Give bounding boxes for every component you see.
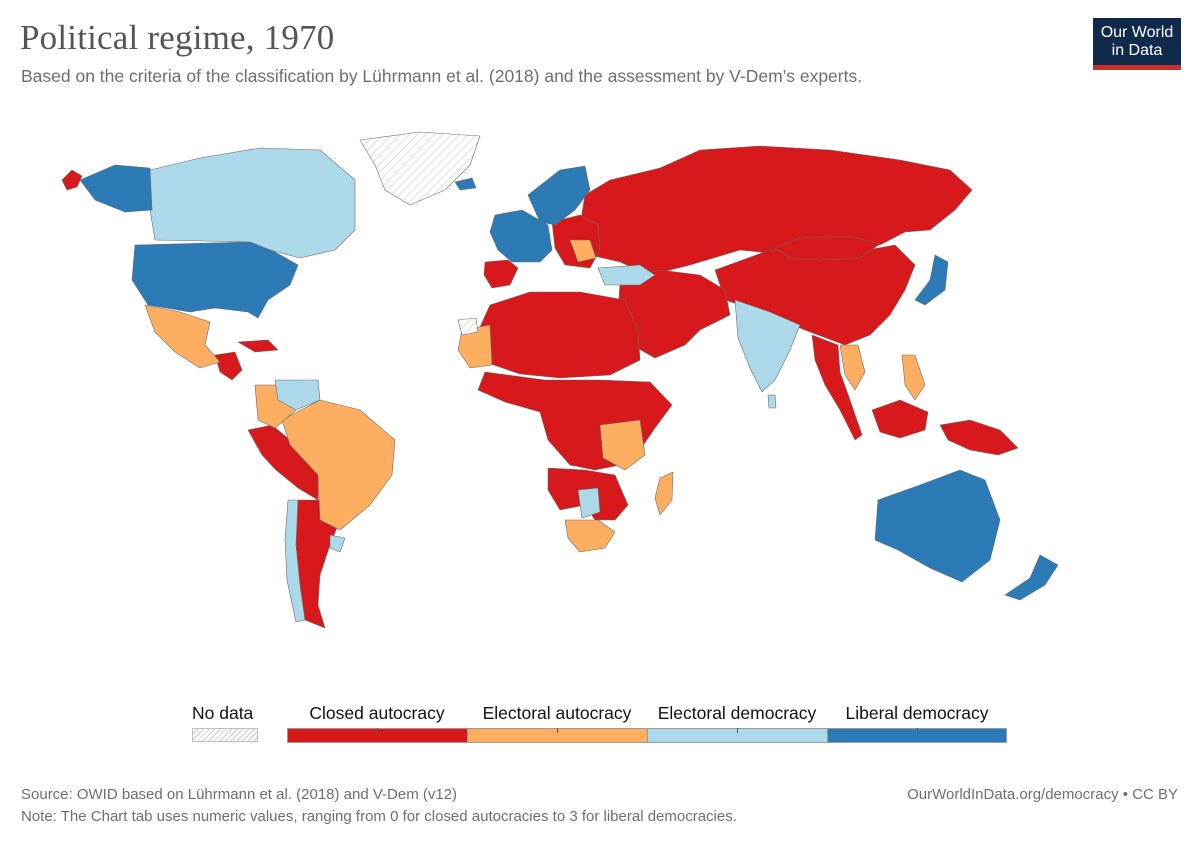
region-uruguay bbox=[329, 534, 346, 553]
url-license-link[interactable]: OurWorldInData.org/democracy • CC BY bbox=[907, 786, 1178, 803]
legend-tick bbox=[737, 728, 738, 733]
region-alaska-west bbox=[79, 164, 153, 213]
region-japan bbox=[914, 254, 949, 306]
region-western-sahara bbox=[457, 317, 479, 336]
region-yugoslavia bbox=[569, 239, 597, 263]
region-madagascar bbox=[654, 471, 674, 516]
region-philippines bbox=[901, 354, 926, 401]
region-mongolia bbox=[774, 235, 881, 261]
logo-line-1: Our World bbox=[1100, 24, 1174, 41]
region-indochina bbox=[839, 344, 866, 391]
region-western-europe bbox=[489, 209, 553, 263]
legend-label-electoral-autocracy: Electoral autocracy bbox=[482, 703, 632, 723]
source-note: Source: OWID based on Lührmann et al. (2… bbox=[21, 786, 458, 803]
region-chile bbox=[284, 499, 306, 623]
region-united-states bbox=[131, 241, 299, 319]
legend-tick bbox=[557, 728, 558, 733]
region-sri-lanka bbox=[767, 394, 777, 409]
region-mexico bbox=[144, 304, 221, 369]
region-west-africa bbox=[457, 324, 493, 369]
legend-label-liberal-democracy: Liberal democracy bbox=[845, 703, 989, 723]
region-turkey bbox=[597, 264, 656, 286]
legend-no-data-label: No data bbox=[192, 703, 254, 723]
world-map bbox=[61, 131, 1059, 629]
legend-tick bbox=[377, 728, 378, 733]
region-canada bbox=[149, 147, 356, 259]
region-scandinavia bbox=[527, 165, 591, 226]
region-southeast-asia bbox=[811, 334, 863, 441]
region-tanzania-zambia bbox=[599, 419, 646, 471]
region-iceland bbox=[454, 177, 477, 191]
region-south-africa bbox=[564, 519, 616, 553]
region-new-guinea bbox=[939, 419, 1019, 456]
chart-title: Political regime, 1970 bbox=[20, 18, 335, 57]
logo-accent-bar bbox=[1093, 65, 1181, 70]
region-cuba bbox=[237, 339, 279, 353]
region-alaska bbox=[61, 169, 83, 191]
region-north-africa bbox=[474, 291, 641, 379]
legend-tick bbox=[917, 728, 918, 733]
legend-no-data-swatch[interactable] bbox=[192, 728, 258, 742]
region-australia bbox=[874, 469, 1001, 583]
logo-line-2: in Data bbox=[1111, 42, 1163, 59]
legend-label-electoral-democracy: Electoral democracy bbox=[657, 703, 817, 723]
owid-logo[interactable]: Our World in Data bbox=[1093, 18, 1181, 70]
chart-note: Note: The Chart tab uses numeric values,… bbox=[21, 808, 737, 825]
region-brazil bbox=[281, 399, 396, 531]
chart-subtitle: Based on the criteria of the classificat… bbox=[21, 66, 863, 86]
region-new-zealand bbox=[1004, 554, 1059, 601]
region-central-america bbox=[214, 351, 243, 381]
legend-label-closed-autocracy: Closed autocracy bbox=[309, 703, 445, 723]
region-greenland bbox=[359, 131, 481, 206]
region-venezuela bbox=[274, 379, 321, 411]
region-indonesia bbox=[871, 399, 929, 439]
region-india bbox=[734, 299, 801, 393]
region-botswana bbox=[577, 487, 601, 519]
region-spain bbox=[483, 259, 519, 289]
